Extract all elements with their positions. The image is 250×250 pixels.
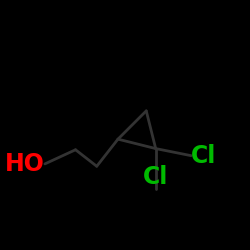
Text: HO: HO [5, 152, 45, 176]
Text: Cl: Cl [191, 144, 216, 168]
Text: Cl: Cl [143, 165, 169, 189]
